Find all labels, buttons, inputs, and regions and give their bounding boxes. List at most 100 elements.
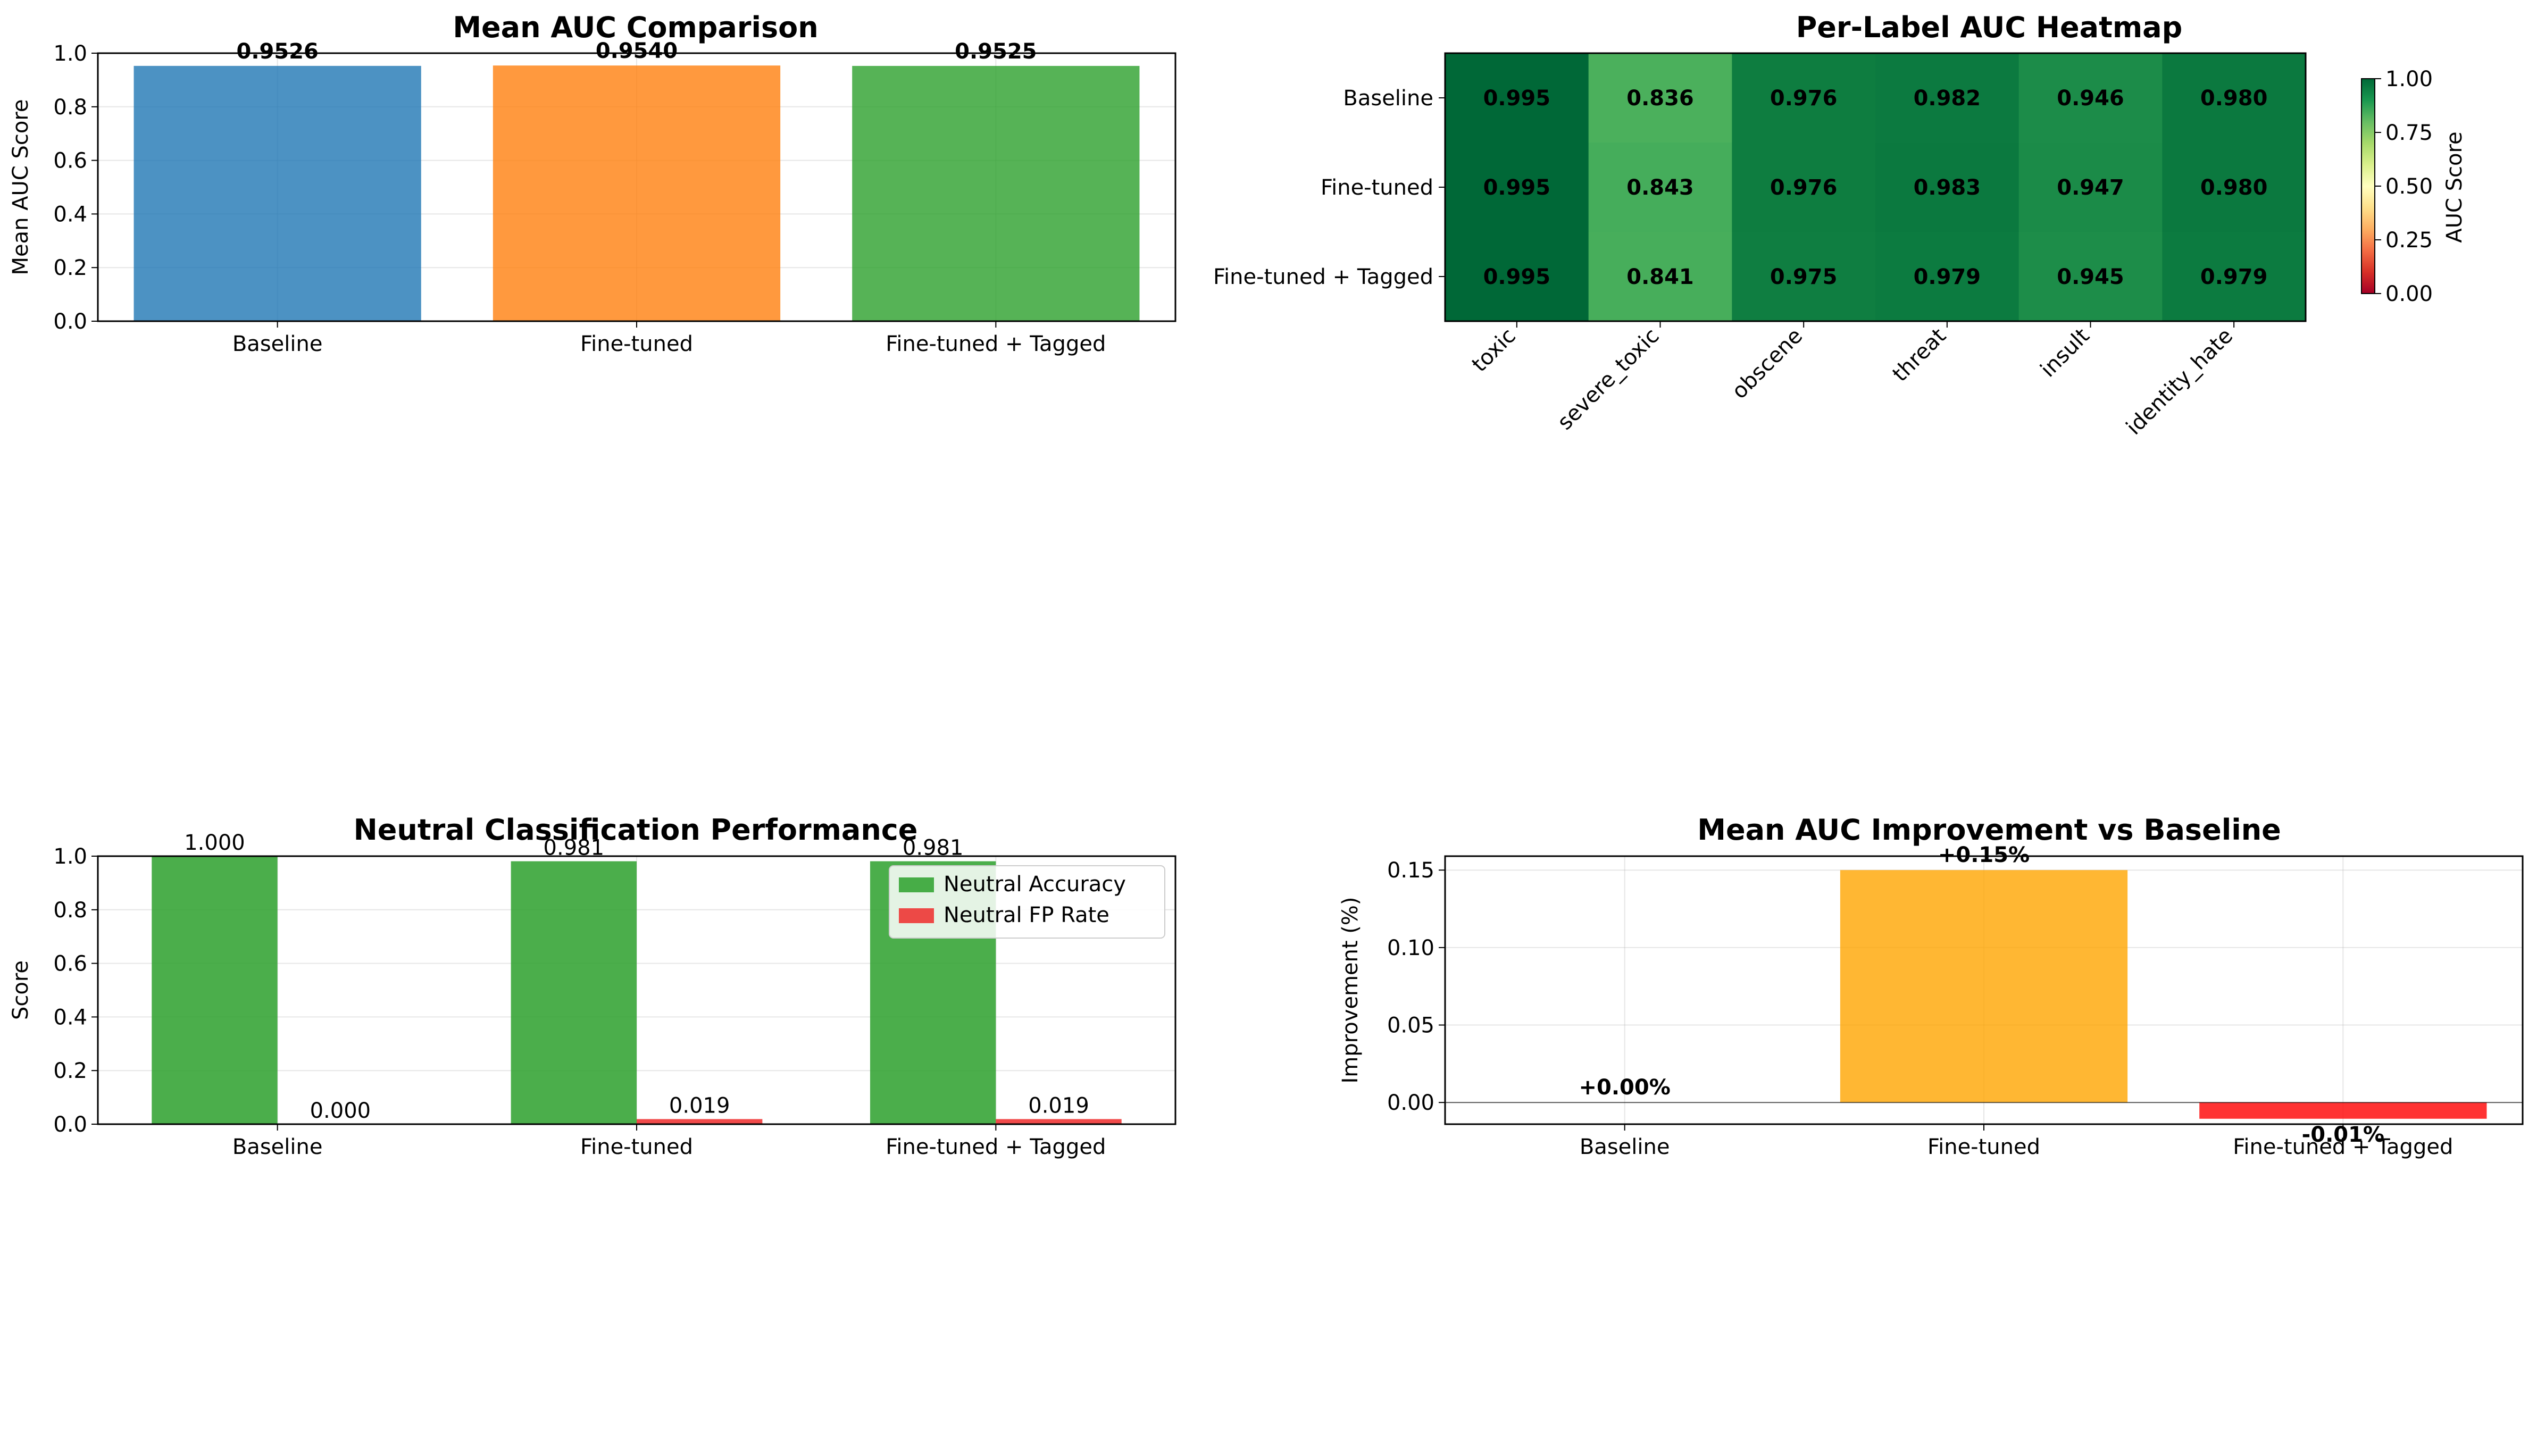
heatmap-cell xyxy=(1588,143,1732,232)
x-tick-label: Baseline xyxy=(1580,1135,1670,1159)
colorbar-tick-label: 0.75 xyxy=(2385,121,2433,145)
bar xyxy=(152,856,278,1124)
chart-title: Mean AUC Improvement vs Baseline xyxy=(1697,813,2281,847)
bar-value-label: 0.019 xyxy=(669,1093,730,1118)
x-tick-label: Fine-tuned xyxy=(1927,1135,2040,1159)
legend-swatch xyxy=(899,877,934,892)
bar-value-label: 0.019 xyxy=(1028,1093,1089,1118)
y-tick-label: 0.10 xyxy=(1387,936,1434,960)
heatmap-cell-label: 0.979 xyxy=(2200,265,2268,289)
bar xyxy=(133,65,421,322)
bar xyxy=(996,1119,1122,1124)
heatmap-cell-label: 0.975 xyxy=(1770,265,1838,289)
heatmap-cell-label: 0.841 xyxy=(1626,265,1694,289)
heatmap-cell xyxy=(2018,143,2163,232)
y-tick-label: 0.4 xyxy=(53,202,87,227)
y-tick-label: 1.0 xyxy=(53,41,87,66)
bar-value-label: 1.000 xyxy=(184,831,245,855)
heatmap-cell xyxy=(1445,143,1589,232)
y-tick-label: 0.8 xyxy=(53,898,87,923)
y-tick-label: 0.6 xyxy=(53,952,87,976)
y-axis-label: Mean AUC Score xyxy=(9,99,33,275)
legend: Neutral Accuracy Neutral FP Rate xyxy=(889,865,1165,939)
heatmap-cell xyxy=(1445,53,1589,143)
axes-frame xyxy=(1444,855,2524,1125)
bar-value-label: +0.00% xyxy=(1579,1075,1671,1100)
heatmap-cell-label: 0.983 xyxy=(1914,175,1981,200)
y-tick-label: 0.15 xyxy=(1387,858,1434,883)
x-tick-label: Fine-tuned + Tagged xyxy=(886,332,1106,356)
legend-entry: Neutral Accuracy xyxy=(944,872,1126,897)
bar-value-label: 0.9526 xyxy=(236,39,318,64)
legend-entry: Neutral FP Rate xyxy=(944,903,1109,927)
y-tick-label: 0.0 xyxy=(53,1112,87,1137)
colorbar-label: AUC Score xyxy=(2442,131,2467,242)
y-tick-label: 0.05 xyxy=(1387,1014,1434,1038)
heatmap-cell-label: 0.982 xyxy=(1914,86,1981,111)
bar xyxy=(852,65,1140,321)
heatmap-cell-label: 0.979 xyxy=(1914,265,1981,289)
x-tick-label: Fine-tuned xyxy=(580,1135,693,1159)
x-tick-label: Baseline xyxy=(232,332,323,356)
bar-value-label: 0.9540 xyxy=(596,39,678,63)
colorbar-tick-label: 0.50 xyxy=(2385,174,2433,199)
axes: 0.00 0.05 0.10 0.15 Baseline Fine-tuned Fine-t… xyxy=(1387,855,2524,1159)
colorbar-tick-label: 0.25 xyxy=(2385,228,2433,253)
heatmap-cell xyxy=(1875,53,2019,143)
heatmap-cell-label: 0.976 xyxy=(1770,86,1838,111)
heatmap-cell xyxy=(2162,53,2306,143)
axes-frame xyxy=(97,52,1176,322)
heatmap-cell xyxy=(2018,232,2163,322)
colorbar-scale xyxy=(2361,78,2375,294)
heatmap-cell-label: 0.946 xyxy=(2057,86,2124,111)
bar xyxy=(493,65,781,322)
bars: +0.00%+0.15%-0.01% xyxy=(1445,843,2523,1147)
heatmap-cell xyxy=(1445,232,1589,322)
y-tick-label: 0.4 xyxy=(53,1005,87,1030)
y-tick-label: 0.2 xyxy=(53,1059,87,1083)
y-tick-label: Baseline xyxy=(1343,86,1433,111)
heatmap-cell xyxy=(1875,143,2019,232)
mean-auc-comparison-chart: 0.9526 0.9540 0.9525 0.0 0.2 0.4 0.6 0.8 1.0 Bas… xyxy=(9,11,1176,356)
y-tick-label: 0.00 xyxy=(1387,1091,1434,1115)
heatmap-cell-label: 0.976 xyxy=(1770,175,1838,200)
chart-title: Neutral Classification Performance xyxy=(354,813,918,847)
bar-value-label: 0.000 xyxy=(310,1099,371,1123)
y-tick-label: 1.0 xyxy=(53,844,87,869)
bar xyxy=(511,861,637,1124)
axes-frame xyxy=(1444,52,2307,322)
bar xyxy=(2199,1102,2487,1119)
y-axis-label: Improvement (%) xyxy=(1338,897,1363,1083)
heatmap-cell-label: 0.843 xyxy=(1626,175,1694,200)
bar xyxy=(637,1119,763,1124)
colorbar: 0.00 0.25 0.50 0.75 1.00 xyxy=(2361,67,2433,306)
axes: 0.0 0.2 0.4 0.6 0.8 1.0 Baseline Fine-tuned Fine… xyxy=(53,844,1176,1159)
heatmap-cell xyxy=(2162,232,2306,322)
x-tick-label: Fine-tuned + Tagged xyxy=(886,1135,1106,1159)
heatmap-cell-label: 0.945 xyxy=(2057,265,2124,289)
heatmap-cell-label: 0.995 xyxy=(1483,265,1551,289)
heatmap-cell xyxy=(1588,232,1732,322)
heatmap-cell-label: 0.836 xyxy=(1626,86,1694,111)
colorbar-tick-label: 1.00 xyxy=(2385,67,2433,91)
x-tick-label: Fine-tuned xyxy=(580,332,693,356)
bar xyxy=(1840,870,2128,1103)
legend-box xyxy=(889,865,1165,939)
y-axis-label: Score xyxy=(9,960,33,1020)
y-tick-label: 0.6 xyxy=(53,149,87,173)
legend-swatch xyxy=(899,908,934,923)
heatmap-cell-label: 0.980 xyxy=(2200,86,2268,111)
bar-value-label: +0.15% xyxy=(1938,843,2030,867)
chart-title: Per-Label AUC Heatmap xyxy=(1796,11,2183,44)
bar-value-label: 0.9525 xyxy=(955,39,1037,64)
heatmap-cells: 0.995 0.836 0.976 0.982 0.946 0.980 0.995 0.843… xyxy=(1445,53,2306,322)
colorbar-tick-label: 0.00 xyxy=(2385,282,2433,306)
heatmap-cell xyxy=(2018,53,2163,143)
y-tick-label: 0.2 xyxy=(53,256,87,280)
chart-title: Mean AUC Comparison xyxy=(453,11,818,44)
heatmap-cell-label: 0.947 xyxy=(2057,175,2124,200)
heatmap-cell xyxy=(1732,53,1876,143)
heatmap-cell-label: 0.995 xyxy=(1483,86,1551,111)
y-tick-label: Fine-tuned + Tagged xyxy=(1213,265,1433,289)
